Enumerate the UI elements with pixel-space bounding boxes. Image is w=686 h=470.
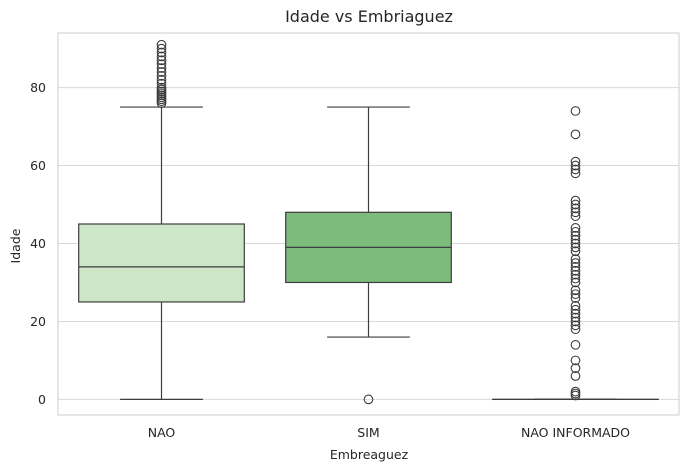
- outlier-point: [156, 82, 167, 93]
- x-axis-ticks: NAO SIM NAO INFORMADO: [148, 425, 630, 440]
- y-tick-label: 40: [30, 236, 46, 251]
- plot-frame: [57, 32, 680, 416]
- outlier-point: [570, 273, 581, 284]
- y-tick-label: 0: [38, 392, 46, 407]
- outlier-point: [156, 74, 167, 85]
- outlier-point: [570, 289, 581, 300]
- outlier-point: [156, 43, 167, 54]
- outlier-point: [570, 262, 581, 272]
- y-tick-label: 60: [30, 158, 46, 173]
- outlier-point: [570, 246, 581, 257]
- outlier-point: [570, 312, 581, 323]
- outlier-point: [570, 230, 581, 241]
- outlier-point: [156, 39, 167, 50]
- outlier-point: [570, 301, 581, 311]
- outlier-point: [156, 71, 167, 81]
- outlier-point: [570, 199, 581, 210]
- outlier-point: [570, 203, 581, 214]
- outlier-point: [570, 304, 581, 315]
- outlier-point: [570, 211, 581, 222]
- outlier-point: [570, 285, 581, 296]
- outlier-point: [570, 308, 581, 319]
- outlier-point: [570, 324, 581, 335]
- y-axis-label: Idade: [8, 228, 23, 263]
- outlier-point: [570, 226, 581, 237]
- outlier-point: [570, 316, 581, 327]
- outlier-point: [570, 242, 581, 253]
- outlier-point: [570, 386, 581, 397]
- outlier-point: [570, 269, 581, 280]
- outlier-point: [570, 363, 581, 374]
- outlier-point: [570, 320, 581, 331]
- outlier-point: [570, 195, 581, 206]
- outlier-point: [156, 55, 167, 66]
- outlier-point: [570, 238, 581, 249]
- outlier-point: [570, 277, 581, 288]
- outlier-point: [570, 371, 581, 381]
- chart-title: Idade vs Embriaguez: [285, 7, 453, 26]
- outlier-point: [570, 355, 581, 366]
- x-tick-label: NAO INFORMADO: [521, 425, 630, 440]
- outlier-point: [570, 106, 581, 116]
- outlier-point: [570, 339, 581, 350]
- outlier-point: [570, 164, 581, 175]
- outlier-point: [570, 234, 581, 245]
- box-iqr: [78, 223, 245, 303]
- boxes: [78, 39, 659, 405]
- outlier-point: [570, 160, 581, 171]
- y-tick-label: 20: [30, 314, 46, 329]
- outlier-point: [156, 59, 167, 70]
- outlier-point: [570, 293, 581, 303]
- box-group: [285, 106, 452, 405]
- outlier-point: [570, 258, 581, 268]
- outlier-point: [570, 207, 581, 218]
- outlier-point: [570, 223, 581, 233]
- outlier-point: [570, 129, 581, 140]
- x-axis-label: Embreaguez: [330, 447, 409, 462]
- box-group: [492, 106, 659, 401]
- x-tick-label: SIM: [357, 425, 379, 440]
- outlier-point: [156, 51, 167, 62]
- outlier-point: [570, 156, 581, 167]
- outlier-point: [156, 47, 167, 58]
- box-group: [78, 39, 245, 401]
- outlier-point: [570, 265, 581, 276]
- y-tick-label: 80: [30, 80, 46, 95]
- x-tick-label: NAO: [148, 425, 176, 440]
- outlier-point: [156, 63, 167, 73]
- y-axis-ticks: 0 20 40 60 80: [30, 80, 46, 407]
- outlier-point: [363, 394, 374, 405]
- outlier-point: [156, 78, 167, 89]
- outlier-point: [570, 168, 581, 179]
- outlier-point: [156, 67, 167, 77]
- outlier-point: [570, 254, 581, 264]
